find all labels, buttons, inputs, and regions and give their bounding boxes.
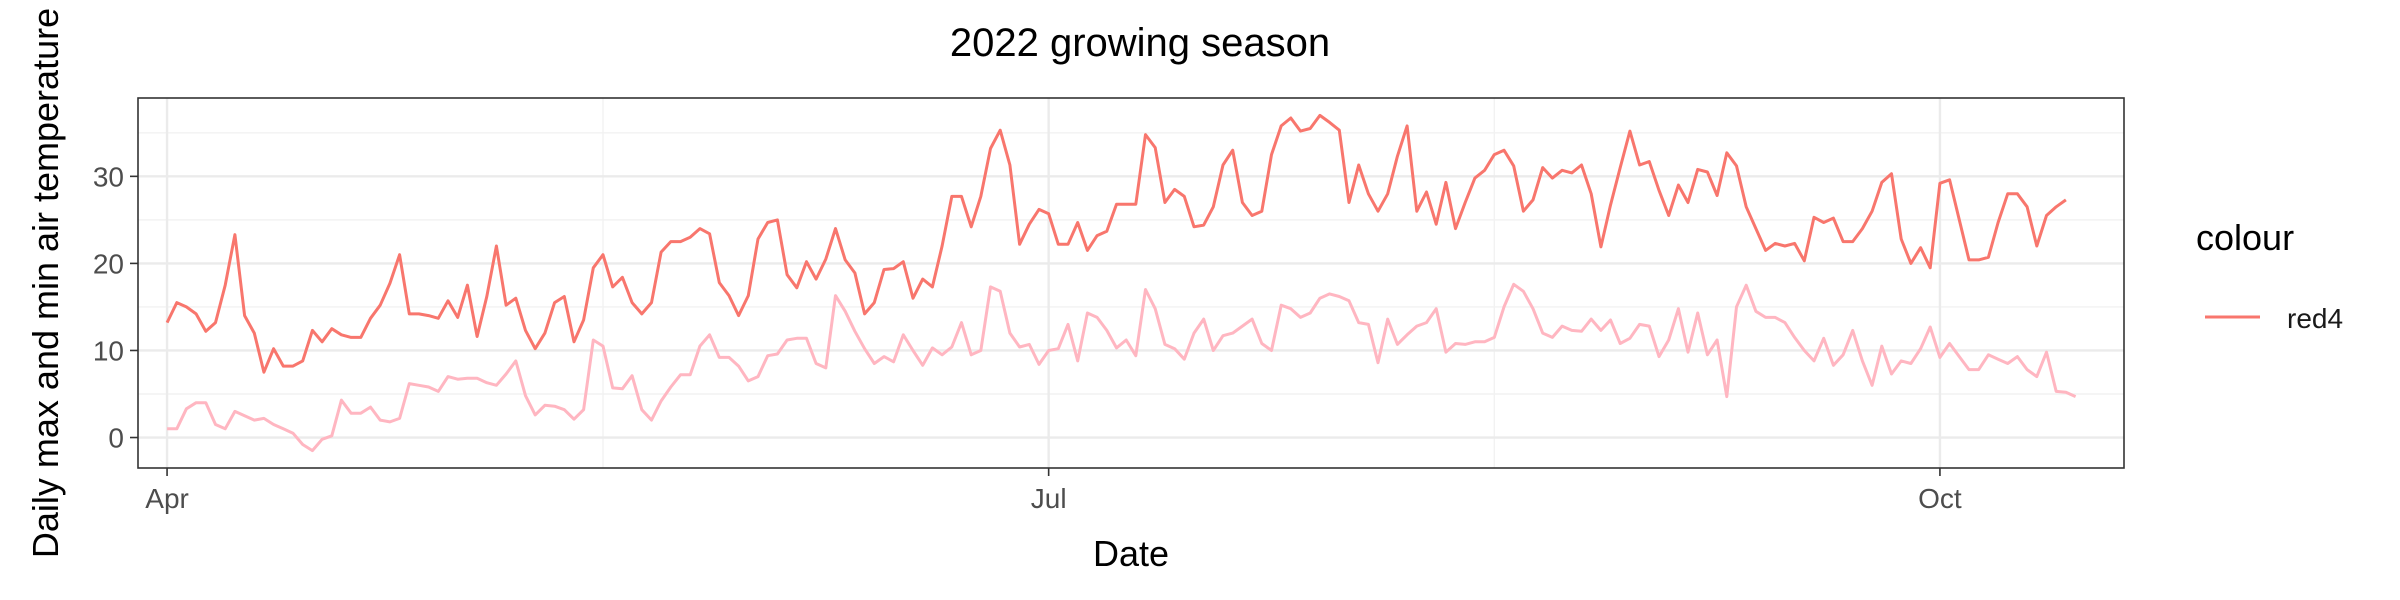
- x-tick-label: Oct: [1918, 483, 1962, 514]
- plot-panel: [138, 98, 2124, 468]
- chart-title: 2022 growing season: [950, 21, 1330, 65]
- x-tick-label: Jul: [1031, 483, 1067, 514]
- series-line-min-temperature: [167, 282, 2077, 453]
- y-tick-label: 20: [93, 248, 124, 279]
- x-tick-label: Apr: [145, 483, 189, 514]
- major-gridlines: [138, 98, 2124, 468]
- series-lines: [165, 113, 2077, 453]
- y-tick-label: 0: [108, 423, 124, 454]
- y-axis-label: Daily max and min air temperature: [25, 8, 66, 558]
- y-tick-label: 30: [93, 161, 124, 192]
- y-axis: 0 10 20 30: [93, 161, 138, 454]
- minor-gridlines: [138, 98, 2124, 468]
- plot-border: [137, 97, 2125, 469]
- x-axis: Apr Jul Oct: [145, 468, 1962, 514]
- legend: colour red4: [2196, 217, 2343, 334]
- x-axis-label: Date: [1093, 533, 1169, 574]
- legend-label: red4: [2287, 303, 2343, 334]
- series-line-red4: [165, 113, 2067, 374]
- y-tick-label: 10: [93, 335, 124, 366]
- legend-title: colour: [2196, 217, 2294, 258]
